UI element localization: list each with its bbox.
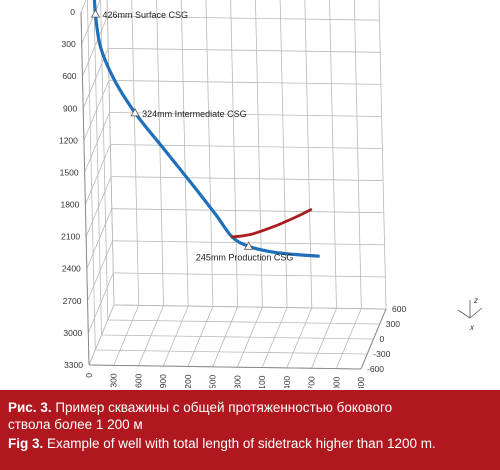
grid-line — [156, 0, 164, 306]
x-tick-label: 1800 — [232, 375, 242, 388]
grid-line — [107, 15, 380, 21]
grid-line — [131, 0, 140, 306]
caption-russian-line-2: ствола более 1 200 м — [8, 417, 143, 432]
x-tick-label: 3000 — [331, 376, 341, 388]
grid-line — [180, 0, 189, 307]
tick-labels: 0300600900120015001800210024002700300033… — [59, 7, 406, 388]
caption-russian-text-1: Пример скважины с общей протяженностью б… — [51, 400, 393, 415]
grid-line — [86, 0, 96, 351]
casing-annotations: 530mm Conductor CSG426mm Surface CSG324m… — [90, 9, 294, 262]
series-lines — [92, 0, 320, 258]
grid-line — [95, 349, 368, 355]
depth-tick-label: 900 — [63, 103, 77, 113]
depth-tick-label: 2700 — [63, 296, 82, 306]
sidetrack-line — [230, 208, 313, 239]
depth-tick-label: 3300 — [64, 360, 83, 370]
grid-line — [329, 0, 337, 309]
grid-line — [378, 0, 387, 310]
x-tick-label: 0 — [84, 373, 94, 378]
grid-line — [87, 272, 114, 334]
x-tick-label: 300 — [109, 373, 119, 387]
casing-label: 245mm Production CSG — [196, 252, 294, 262]
axis-edge — [80, 11, 90, 366]
casing-shoe-marker — [243, 241, 254, 250]
grid-line — [279, 0, 288, 308]
grid-line — [111, 208, 384, 214]
depth-tick-label: 300 — [62, 39, 76, 49]
grid-line — [230, 0, 238, 307]
caption-english-line: Fig 3. Example of well with total length… — [8, 435, 492, 452]
casing-shoe-marker — [90, 9, 101, 18]
casing-label: 324mm Intermediate CSG — [142, 109, 247, 119]
x-tick-label: 2700 — [307, 376, 317, 388]
figure-caption: Рис. 3. Пример скважины с общей протяжен… — [0, 390, 500, 470]
well-trajectory-3d-plot: 0300600900120015001800210024002700300033… — [59, 0, 483, 388]
grid-line — [113, 304, 387, 310]
casing-label: 426mm Surface CSG — [103, 10, 189, 20]
depth-tick-label: 600 — [62, 71, 76, 81]
casing-shoe-marker — [130, 108, 140, 117]
triad-z-letter: z — [473, 296, 478, 305]
grid-line — [106, 0, 115, 306]
x-tick-label: 2100 — [257, 375, 267, 388]
grid-line — [84, 112, 110, 173]
grid-line — [80, 0, 87, 13]
grid-line — [93, 0, 102, 336]
grid-line — [87, 240, 113, 301]
depth-tick-label: 0 — [70, 7, 75, 17]
grid-line — [108, 47, 381, 53]
grid-line — [82, 16, 108, 77]
grid-line — [83, 80, 110, 141]
triad-axis — [457, 309, 471, 319]
y-tick-label: 0 — [380, 334, 385, 344]
axis-edge — [360, 308, 387, 370]
x-tick-label: 1500 — [208, 375, 218, 388]
grid-line — [111, 176, 384, 181]
y-tick-label: 300 — [386, 319, 400, 329]
x-tick-label: 1200 — [183, 374, 193, 388]
grid-line — [107, 319, 380, 325]
y-tick-label: -600 — [367, 364, 384, 374]
grid-line — [205, 0, 214, 307]
caption-english-prefix: Fig 3. — [8, 436, 44, 451]
grid-line — [109, 112, 382, 117]
depth-tick-label: 2100 — [61, 232, 80, 242]
depth-tick-label: 2400 — [62, 264, 81, 274]
grid-line — [101, 334, 374, 340]
grid-line — [86, 208, 113, 269]
axis-triad: zx — [457, 296, 483, 332]
x-tick-label: 600 — [134, 373, 144, 387]
main-wellbore-line — [92, 0, 320, 258]
axis-edge — [88, 364, 362, 370]
caption-russian-line-1: Рис. 3. Пример скважины с общей протяжен… — [8, 399, 492, 416]
caption-english-text: Example of well with total length of sid… — [43, 436, 436, 451]
grid-line — [85, 176, 112, 237]
depth-tick-label: 3000 — [63, 328, 82, 338]
grid-line — [304, 0, 313, 308]
x-tick-label: 900 — [158, 374, 168, 388]
grid-line — [85, 144, 111, 205]
depth-tick-label: 1500 — [60, 168, 79, 178]
x-tick-label: 3300 — [356, 377, 366, 388]
grid-line — [110, 144, 383, 149]
grid-lines — [80, 0, 387, 370]
grid-line — [108, 80, 381, 85]
y-tick-label: -300 — [373, 349, 390, 359]
triad-axis — [469, 307, 483, 319]
grid-line — [100, 0, 109, 321]
x-tick-label: 2400 — [282, 376, 292, 388]
y-tick-label: 600 — [392, 304, 406, 314]
triad-x-letter: x — [469, 323, 475, 332]
depth-tick-label: 1200 — [59, 135, 78, 145]
depth-tick-label: 1800 — [60, 200, 79, 210]
caption-russian-prefix: Рис. 3. — [8, 400, 52, 415]
grid-line — [113, 272, 386, 278]
grid-line — [353, 0, 362, 309]
